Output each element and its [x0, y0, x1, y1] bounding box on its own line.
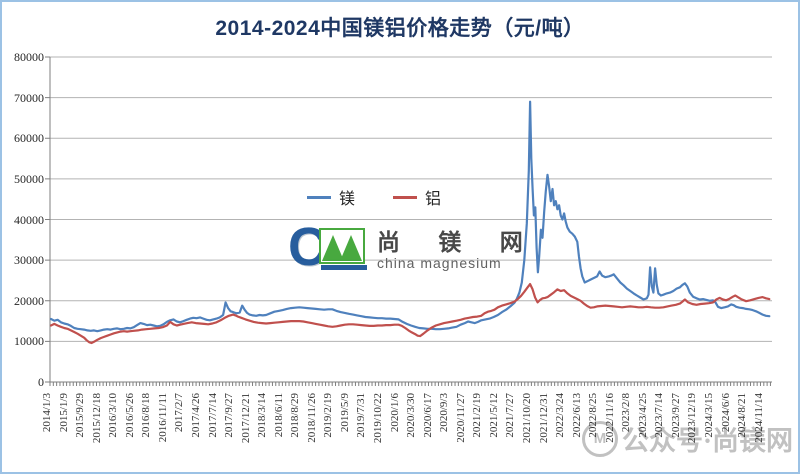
- x-tick-label: 2017/9/27: [223, 393, 236, 438]
- x-tick-label: 2022/11/16: [603, 393, 616, 443]
- x-tick-label: 2021/10/20: [520, 393, 533, 444]
- x-tick-label: 2015/12/18: [90, 393, 103, 444]
- y-tick-label: 40000: [14, 212, 44, 227]
- y-tick-label: 10000: [14, 334, 44, 349]
- y-tick-label: 60000: [14, 131, 44, 146]
- x-tick-label: 2018/3/14: [256, 393, 269, 438]
- x-tick-label: 2024/3/15: [703, 393, 715, 438]
- x-tick-label: 2017/4/26: [189, 393, 202, 438]
- x-tick-label: 2016/3/10: [107, 393, 120, 438]
- logo-names: 尚 镁 网 china magnesium: [377, 230, 539, 271]
- x-tick-label: 2023/12/19: [686, 393, 699, 444]
- y-tick-label: 70000: [14, 90, 44, 105]
- chart-legend: 镁 铝: [307, 185, 441, 209]
- y-tick-label: 80000: [14, 50, 44, 64]
- logo-m-icon: [319, 228, 367, 275]
- watermark-circle-icon: M: [582, 420, 618, 457]
- legend-label-magnesium: 镁: [339, 191, 356, 208]
- series-line-镁: [49, 100, 771, 333]
- legend-item-magnesium: 镁: [307, 185, 355, 209]
- x-tick-label: 2014/1/3: [41, 393, 53, 433]
- watermark-corner-text: 公众号·尚镁网: [622, 426, 794, 456]
- x-tick-label: 2016/11/11: [156, 393, 169, 443]
- y-tick-label: 20000: [14, 293, 44, 308]
- logo-underline: [321, 265, 367, 270]
- y-tick-label: 50000: [14, 171, 44, 186]
- x-tick-label: 2020/11/27: [454, 393, 467, 443]
- x-tick-label: 2021/2/19: [471, 393, 484, 438]
- x-tick-label: 2016/5/26: [123, 393, 136, 438]
- x-tick-label: 2019/2/19: [322, 393, 335, 438]
- x-tick-label: 2018/8/29: [289, 393, 302, 438]
- x-tick-label: 2021/5/12: [487, 393, 500, 438]
- x-tick-label: 2023/7/14: [653, 393, 666, 438]
- x-tick-label: 2020/1/6: [388, 393, 401, 433]
- x-tick-label: 2019/10/22: [372, 393, 384, 444]
- x-tick-label: 2019/5/9: [338, 393, 351, 433]
- x-tick-label: 2016/8/18: [140, 393, 153, 438]
- x-tick-label: 2021/7/27: [504, 393, 517, 438]
- x-tick-label: 2018/11/26: [305, 393, 318, 443]
- legend-label-aluminum: 铝: [425, 191, 442, 208]
- x-tick-label: 2024/6/6: [719, 393, 732, 433]
- x-tick-label: 2020/9/3: [438, 393, 451, 433]
- y-tick-label: 30000: [14, 253, 44, 268]
- x-tick-label: 2019/7/31: [355, 393, 368, 438]
- x-tick-label: 2022/3/24: [554, 393, 567, 438]
- magnesium-line-swatch: [307, 195, 331, 199]
- logo-name-en: china magnesium: [377, 255, 502, 271]
- x-tick-label: 2020/6/17: [421, 393, 434, 438]
- x-tick-label: 2022/8/25: [587, 393, 600, 438]
- legend-item-aluminum: 铝: [393, 185, 441, 209]
- watermark-corner: M 公众号·尚镁网: [582, 419, 793, 458]
- x-tick-label: 2021/12/31: [537, 393, 550, 444]
- x-tick-label: 2018/6/11: [272, 393, 285, 438]
- x-tick-label: 2023/2/8: [620, 393, 633, 433]
- chart-title: 2014-2024中国镁铝价格走势（元/吨）: [215, 17, 585, 40]
- watermark-logo: C 尚 镁 网 china magnesium: [288, 220, 539, 275]
- x-tick-label: 2024/11/14: [752, 393, 765, 443]
- x-tick-label: 2023/4/25: [636, 393, 649, 438]
- y-tick-label: 0: [38, 375, 44, 389]
- logo-name-cn: 尚 镁 网: [377, 229, 539, 255]
- aluminum-line-swatch: [393, 195, 418, 199]
- x-tick-label: 2017/2/7: [173, 393, 186, 433]
- x-tick-label: 2015/1/9: [57, 393, 70, 433]
- x-tick-label: 2020/3/30: [405, 393, 418, 438]
- x-tick-label: 2022/6/13: [570, 393, 583, 438]
- x-tick-label: 2024/8/21: [736, 393, 749, 438]
- series-line-铝: [49, 283, 771, 345]
- x-tick-label: 2017/7/14: [206, 393, 219, 438]
- x-tick-label: 2023/9/27: [669, 393, 682, 438]
- x-tick-label: 2015/9/29: [74, 393, 87, 438]
- x-tick-label: 2017/12/21: [239, 393, 252, 444]
